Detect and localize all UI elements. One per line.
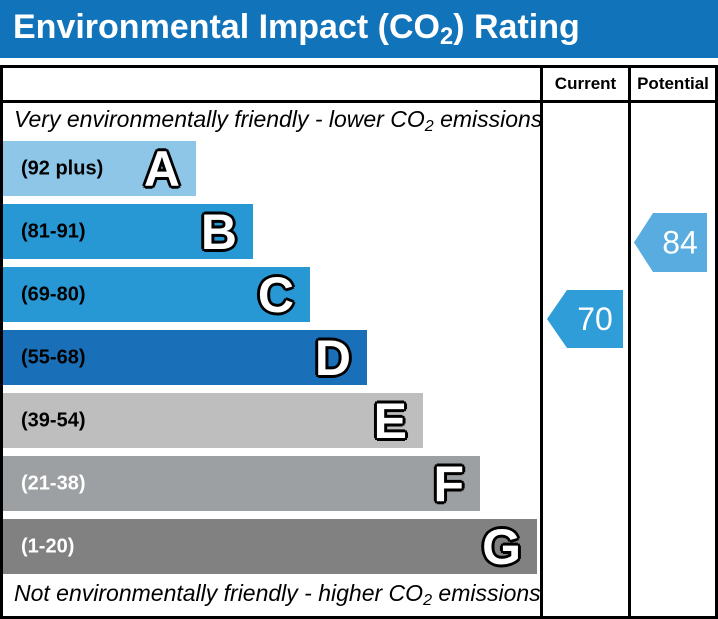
band-a-range-label: (92 plus) (21, 157, 104, 179)
band-e-range-label: (39-54) (21, 409, 86, 431)
band-d-range-label: (55-68) (21, 346, 86, 368)
chart-title-bar: Environmental Impact (CO2) Rating (0, 0, 718, 58)
chart-title: Environmental Impact (CO2) Rating (13, 7, 580, 50)
band-a: (92 plus) A (3, 140, 196, 197)
bottom-caption: Not environmentally friendly - higher CO… (14, 580, 541, 610)
band-f-letter: F (433, 455, 464, 512)
potential-rating-arrow: 84 (634, 213, 707, 272)
current-rating-arrow: 70 (547, 290, 623, 348)
band-b-letter: B (200, 203, 237, 260)
current-column-header: Current (554, 74, 617, 93)
band-d: (55-68) D (3, 329, 367, 386)
band-c: (69-80) C (3, 266, 310, 323)
band-c-letter: C (257, 266, 294, 323)
band-g: (1-20) G (3, 518, 537, 575)
band-d-letter: D (314, 329, 351, 386)
band-b-range-label: (81-91) (21, 220, 86, 242)
band-g-letter: G (482, 518, 521, 575)
band-f-range-label: (21-38) (21, 472, 86, 494)
potential-column-header: Potential (637, 74, 709, 93)
band-a-letter: A (143, 140, 180, 197)
potential-arrow-shape (634, 213, 707, 272)
potential-rating-value: 84 (662, 225, 698, 261)
band-f: (21-38) F (3, 455, 480, 512)
current-arrow-shape (547, 290, 623, 348)
band-e: (39-54) E (3, 392, 423, 449)
current-rating-value: 70 (577, 301, 613, 337)
current-column-divider (540, 65, 543, 619)
potential-column-divider (628, 65, 631, 619)
band-g-range-label: (1-20) (21, 535, 75, 557)
top-caption: Very environmentally friendly - lower CO… (14, 106, 543, 136)
band-b: (81-91) B (3, 203, 253, 260)
band-e-letter: E (373, 392, 407, 449)
header-row-underline (0, 100, 718, 103)
band-c-range-label: (69-80) (21, 283, 86, 305)
